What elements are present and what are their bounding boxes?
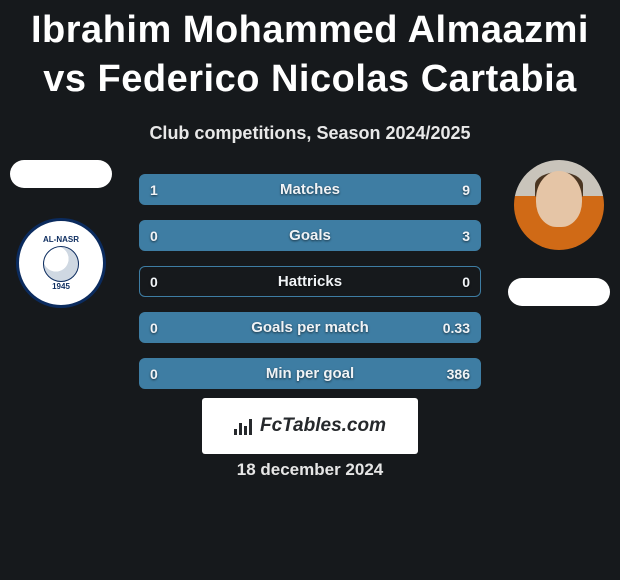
left-player-column: AL-NASR 1945 [10, 160, 112, 308]
club-name-text: AL-NASR [43, 236, 79, 244]
stat-bar: 03Goals [139, 220, 481, 251]
stat-label: Goals per match [140, 313, 480, 342]
stat-bar: 0386Min per goal [139, 358, 481, 389]
stat-bar: 00Hattricks [139, 266, 481, 297]
stat-bar: 00.33Goals per match [139, 312, 481, 343]
stat-label: Hattricks [140, 267, 480, 296]
right-name-pill [508, 278, 610, 306]
page-title: Ibrahim Mohammed Almaazmi vs Federico Ni… [0, 0, 620, 105]
fctables-logo: FcTables.com [202, 398, 418, 454]
left-club-badge: AL-NASR 1945 [16, 218, 106, 308]
stat-label: Goals [140, 221, 480, 250]
right-player-photo [514, 160, 604, 250]
left-name-pill [10, 160, 112, 188]
subtitle: Club competitions, Season 2024/2025 [0, 123, 620, 144]
stat-bar: 19Matches [139, 174, 481, 205]
bar-chart-icon [234, 417, 256, 435]
stat-label: Min per goal [140, 359, 480, 388]
right-player-column [508, 160, 610, 306]
soccer-ball-icon [43, 246, 79, 282]
stat-label: Matches [140, 175, 480, 204]
stats-panel: 19Matches 03Goals 00Hattricks 00.33Goals pe… [139, 174, 481, 389]
club-year-text: 1945 [52, 283, 70, 291]
footer-date: 18 december 2024 [0, 460, 620, 480]
logo-text: FcTables.com [260, 415, 386, 437]
